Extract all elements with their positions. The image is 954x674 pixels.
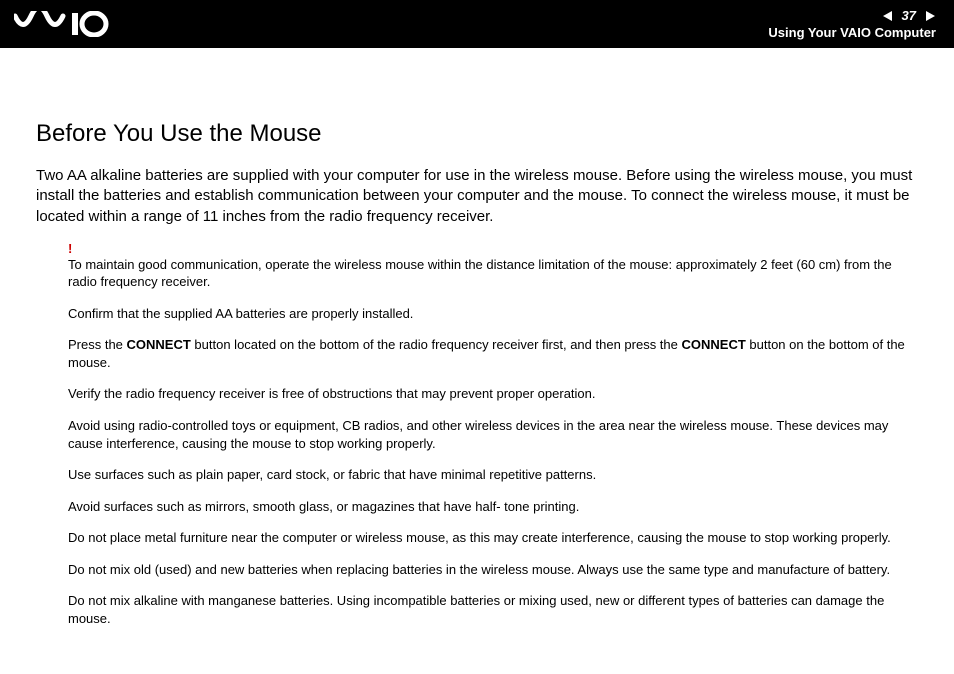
connect-label: CONNECT xyxy=(682,337,746,352)
page-content: Before You Use the Mouse Two AA alkaline… xyxy=(0,48,954,627)
page-number: 37 xyxy=(902,8,916,23)
detail-text: To maintain good communication, operate … xyxy=(68,256,918,291)
detail-text: Avoid surfaces such as mirrors, smooth g… xyxy=(68,498,918,516)
text-fragment: Press the xyxy=(68,337,127,352)
page-title: Before You Use the Mouse xyxy=(36,120,918,148)
detail-text: Verify the radio frequency receiver is f… xyxy=(68,385,918,403)
detail-block: ! To maintain good communication, operat… xyxy=(36,241,918,628)
text-fragment: button located on the bottom of the radi… xyxy=(191,337,682,352)
next-page-arrow-icon[interactable] xyxy=(924,10,936,22)
detail-text: Avoid using radio-controlled toys or equ… xyxy=(68,417,918,452)
detail-text: Do not place metal furniture near the co… xyxy=(68,529,918,547)
vaio-logo xyxy=(14,11,134,37)
page-header: 37 Using Your VAIO Computer xyxy=(0,0,954,48)
warning-icon: ! xyxy=(68,241,918,256)
detail-text: Confirm that the supplied AA batteries a… xyxy=(68,305,918,323)
page-navigator: 37 xyxy=(882,8,936,23)
detail-text: Use surfaces such as plain paper, card s… xyxy=(68,466,918,484)
connect-label: CONNECT xyxy=(127,337,191,352)
header-right: 37 Using Your VAIO Computer xyxy=(768,8,936,40)
detail-text: Do not mix old (used) and new batteries … xyxy=(68,561,918,579)
prev-page-arrow-icon[interactable] xyxy=(882,10,894,22)
intro-paragraph: Two AA alkaline batteries are supplied w… xyxy=(36,166,918,227)
detail-text: Do not mix alkaline with manganese batte… xyxy=(68,592,918,627)
section-label: Using Your VAIO Computer xyxy=(768,25,936,40)
detail-text: Press the CONNECT button located on the … xyxy=(68,336,918,371)
